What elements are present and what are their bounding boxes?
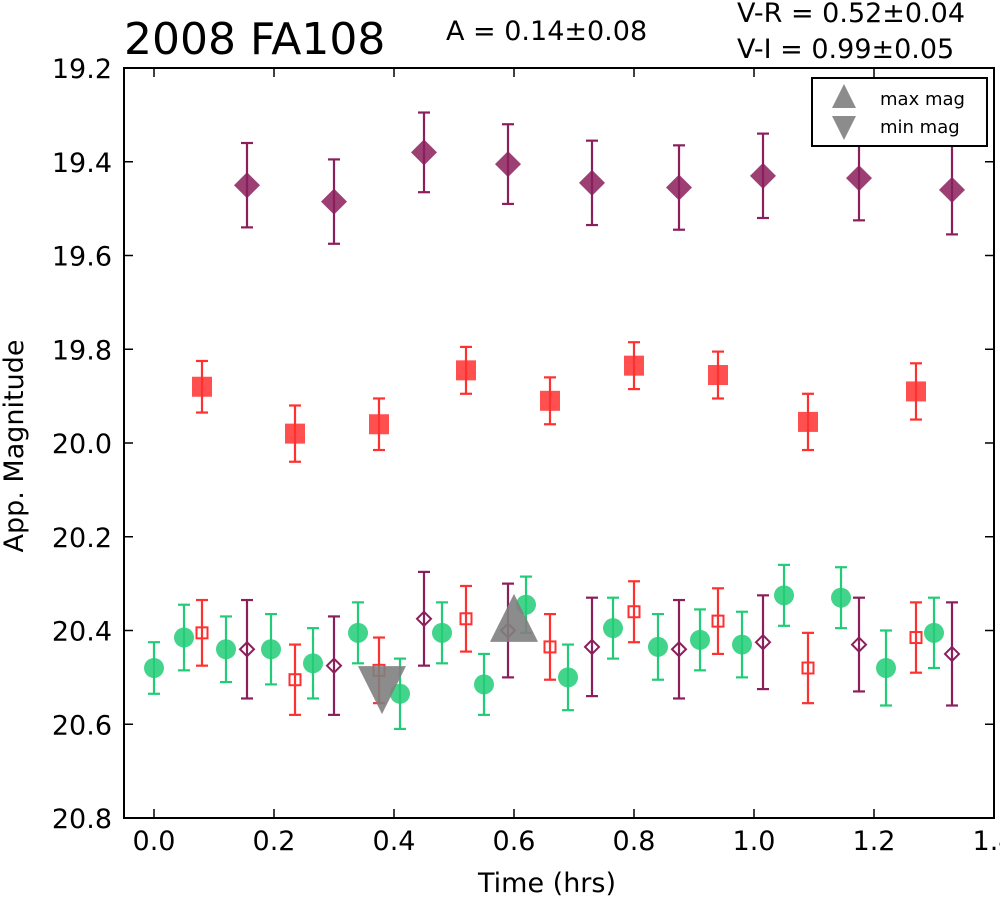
legend-label: max mag [880,89,965,110]
x-axis-label: Time (hrs) [478,868,617,899]
y-tick-label: 19.2 [52,54,112,85]
data-point-series-3 [288,673,302,687]
data-point-series-1 [456,360,476,381]
y-tick-label: 19.4 [52,148,112,179]
y-tick-label: 20.8 [52,804,112,835]
data-point-series-2 [732,634,752,655]
data-point-series-6 [358,666,406,715]
x-tick-label: 0.6 [493,826,536,857]
data-point-series-3 [909,631,923,645]
y-tick-label: 19.8 [52,335,112,366]
v-r-color-annotation: V-R = 0.52±0.04 [737,0,966,29]
y-tick-label: 20.6 [52,710,112,741]
data-point-series-1 [285,423,305,444]
data-point-series-3 [627,605,641,619]
data-point-series-2 [348,622,368,643]
data-point-series-4 [238,640,256,658]
data-point-series-5 [490,593,538,642]
data-point-series-1 [192,376,212,397]
data-point-series-0 [579,169,605,196]
y-tick-label: 20.0 [52,429,112,460]
y-tick-label: 20.2 [52,523,112,554]
y-tick-label: 20.4 [52,617,112,648]
data-point-series-2 [558,667,578,688]
data-point-series-3 [711,614,725,628]
data-point-series-2 [261,639,281,660]
data-point-series-1 [798,411,818,432]
chart-title: 2008 FA108 [124,14,386,65]
data-point-series-4 [415,610,433,628]
x-tick-label: 1.2 [853,826,896,857]
data-point-series-2 [303,653,323,674]
data-point-series-1 [540,390,560,411]
data-point-series-1 [906,381,926,402]
data-point-series-0 [666,174,692,201]
data-point-series-2 [432,622,452,643]
v-i-color-annotation: V-I = 0.99±0.05 [737,34,955,65]
data-point-series-1 [708,365,728,386]
legend-label: min mag [880,117,960,138]
x-tick-label: 1.0 [733,826,776,857]
legend-min-mag-marker [832,116,856,140]
y-tick-label: 19.6 [52,242,112,273]
data-point-series-4 [943,645,961,663]
data-point-series-2 [690,629,710,650]
data-point-series-1 [369,414,389,435]
data-point-series-4 [850,636,868,653]
x-tick-label: 0.0 [133,826,176,857]
data-point-series-2 [603,618,623,639]
plot-frame [123,67,995,819]
x-tick-label: 0.8 [613,826,656,857]
data-point-series-3 [543,640,557,654]
legend-box [811,77,988,147]
data-point-series-0 [846,165,872,192]
data-point-series-3 [801,661,815,675]
data-point-series-2 [876,658,896,678]
data-point-series-0 [750,162,776,189]
data-point-series-2 [474,674,494,695]
data-point-series-2 [390,683,410,704]
x-tick-label: 0.2 [253,826,296,857]
data-point-series-0 [939,176,965,203]
data-point-series-4 [754,633,772,651]
data-point-series-4 [325,657,343,675]
data-point-series-0 [321,188,347,215]
data-point-series-0 [411,139,437,166]
data-point-series-2 [924,622,944,643]
amplitude-annotation: A = 0.14±0.08 [446,16,648,47]
y-axis-label: App. Magnitude [0,339,30,553]
data-point-series-0 [234,172,260,199]
data-point-series-1 [624,355,644,376]
x-tick-label: 0.4 [373,826,416,857]
data-point-series-2 [216,639,236,660]
data-point-series-3 [195,626,209,640]
data-point-series-2 [144,658,164,678]
data-point-series-4 [583,638,601,656]
data-point-series-2 [648,636,668,657]
data-point-series-2 [174,627,194,648]
data-point-series-0 [495,151,521,178]
data-point-series-3 [459,612,473,626]
data-point-series-2 [774,585,794,606]
legend-max-mag-marker [832,84,856,108]
data-point-series-2 [831,587,851,608]
x-tick-label: 1.4 [973,826,1000,857]
data-point-series-4 [670,640,688,658]
